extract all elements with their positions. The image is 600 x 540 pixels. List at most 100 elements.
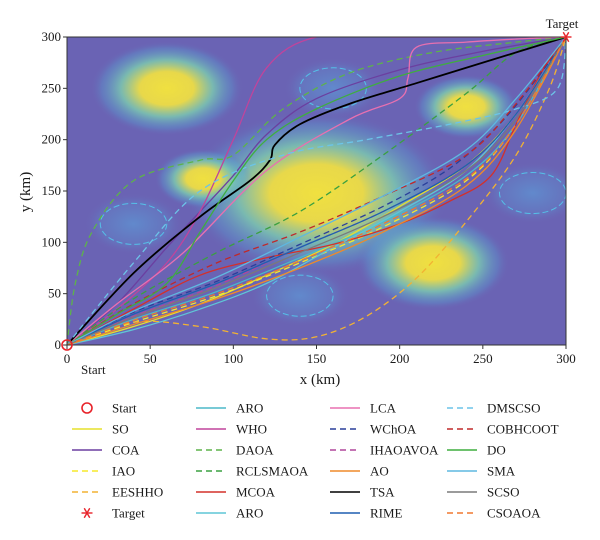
series-path-scso-21: [67, 37, 566, 345]
legend-item-cobhcoot-20: COBHCOOT: [447, 422, 559, 437]
markers: Start Target: [61, 16, 579, 377]
series-path-lca-11: [67, 37, 566, 345]
legend-label: WChOA: [370, 422, 417, 437]
legend-label: DMSCSO: [487, 401, 540, 416]
legend-swatch: [81, 402, 93, 414]
threat-region-9: [482, 162, 566, 224]
threat-region-3: [413, 74, 519, 140]
legend-item-csoaoa-24: CSOAOA: [447, 506, 541, 521]
threat-boundary-6: [99, 202, 168, 245]
series-path-rime-16: [67, 37, 566, 345]
start-marker: [61, 339, 73, 351]
legend-item-scso-23: SCSO: [447, 485, 520, 500]
legend-item-ao-16: AO: [330, 464, 389, 479]
legend-item-rime-18: RIME: [330, 506, 403, 521]
series-path-who-6: [67, 37, 566, 345]
y-tick-label: 150: [42, 183, 62, 198]
series-path-cobhcoot-18: [67, 37, 566, 345]
legend-item-aro-7: ARO: [196, 401, 263, 416]
axes: 0 50 100 150 200 250 300 0 50 100 150 200 250 300: [42, 29, 576, 366]
legend-label: EESHHO: [112, 485, 163, 500]
series-path-dmscso-17: [67, 37, 566, 345]
legend-label: WHO: [236, 422, 267, 437]
legend-item-mcoa-11: MCOA: [196, 485, 276, 500]
threat-region-5: [154, 148, 253, 209]
legend-item-lca-13: LCA: [330, 401, 397, 416]
y-tick-label: 50: [48, 286, 61, 301]
target-marker: [560, 31, 572, 43]
start-label: Start: [81, 362, 106, 377]
y-tick-label: 250: [42, 80, 62, 95]
legend-label: LCA: [370, 401, 397, 416]
y-axis-label: y (km): [18, 172, 34, 212]
legend-label: IAO: [112, 464, 135, 479]
series-path-coa-2: [67, 37, 566, 345]
legend-item-wchoa-14: WChOA: [330, 422, 417, 437]
threat-boundary-9: [498, 172, 566, 215]
y-tick-label: 0: [55, 337, 62, 352]
legend-label: SCSO: [487, 485, 520, 500]
threat-boundary-7: [299, 67, 367, 110]
legend-label: MCOA: [236, 485, 276, 500]
legend-label: TSA: [370, 485, 395, 500]
x-tick-label: 50: [144, 351, 157, 366]
plot-area: [66, 36, 567, 346]
legend-label: DAOA: [236, 443, 274, 458]
legend-item-target-6: Target: [81, 506, 145, 521]
legend-item-daoa-9: DAOA: [196, 443, 274, 458]
x-tick-label: 0: [64, 351, 71, 366]
y-tick-label: 300: [42, 29, 62, 44]
legend-item-eeshho-5: EESHHO: [72, 485, 163, 500]
threat-region-8: [249, 264, 350, 327]
threat-region-7: [283, 57, 384, 120]
legend-item-sma-22: SMA: [447, 464, 516, 479]
legend-item-so-2: SO: [72, 422, 129, 437]
series-path-daoa-7: [67, 37, 566, 345]
legend-label: Start: [112, 401, 137, 416]
series-path-ao-14: [67, 37, 566, 345]
legend-label: SO: [112, 422, 129, 437]
legend-label: RIME: [370, 506, 403, 521]
legend-label: SMA: [487, 464, 516, 479]
legend-label: COBHCOOT: [487, 422, 559, 437]
x-tick-label: 250: [473, 351, 493, 366]
x-tick-label: 300: [556, 351, 576, 366]
series-path-do-19: [67, 37, 566, 345]
x-tick-label: 100: [224, 351, 244, 366]
legend-label: Target: [112, 506, 145, 521]
legend-label: DO: [487, 443, 506, 458]
legend-label: COA: [112, 443, 140, 458]
legend-item-iao-4: IAO: [72, 464, 135, 479]
legend-swatch: [81, 507, 93, 519]
series-path-iao-3: [67, 37, 566, 345]
legend-label: AO: [370, 464, 389, 479]
legend-label: ARO: [236, 506, 263, 521]
legend-label: CSOAOA: [487, 506, 541, 521]
y-tick-label: 100: [42, 234, 62, 249]
legend-item-ihaoavoa-15: IHAOAVOA: [330, 443, 439, 458]
legend-label: RCLSMAOA: [236, 464, 309, 479]
x-tick-label: 150: [307, 351, 327, 366]
y-tick-label: 200: [42, 132, 62, 147]
target-label: Target: [546, 16, 579, 31]
series-path-sma-20: [67, 37, 566, 345]
series-path-tsa-15: [67, 37, 566, 345]
legend-item-rclsmaoa-10: RCLSMAOA: [196, 464, 309, 479]
threat-region-1: [89, 40, 244, 136]
legend: Start SO COA IAO EESHHO Target ARO WHO DAOA RCLSM…: [72, 401, 559, 521]
legend-label: ARO: [236, 401, 263, 416]
legend-item-coa-3: COA: [72, 443, 140, 458]
x-tick-label: 200: [390, 351, 410, 366]
legend-item-start-1: Start: [81, 401, 137, 416]
threat-boundary-8: [266, 274, 334, 317]
legend-item-tsa-17: TSA: [330, 485, 395, 500]
threat-region-4: [356, 215, 510, 311]
legend-item-dmscso-19: DMSCSO: [447, 401, 540, 416]
threat-region-6: [83, 193, 184, 255]
series-path-mcoa-9: [67, 37, 566, 345]
x-axis-label: x (km): [300, 372, 340, 388]
legend-item-who-8: WHO: [196, 422, 267, 437]
series-path-eeshho-4: [67, 37, 566, 345]
legend-label: IHAOAVOA: [370, 443, 439, 458]
